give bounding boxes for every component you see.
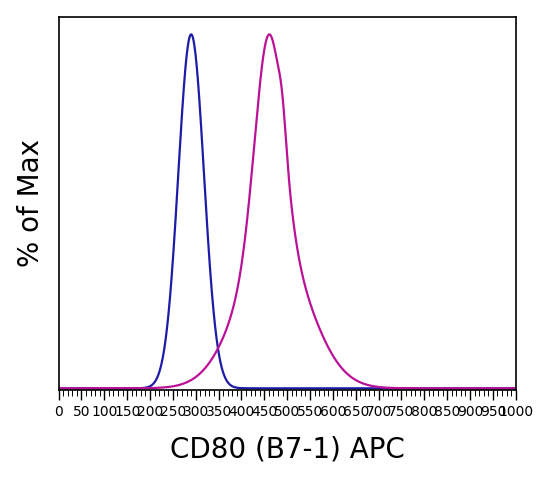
X-axis label: CD80 (B7-1) APC: CD80 (B7-1) APC (170, 435, 405, 463)
Y-axis label: % of Max: % of Max (16, 139, 45, 267)
